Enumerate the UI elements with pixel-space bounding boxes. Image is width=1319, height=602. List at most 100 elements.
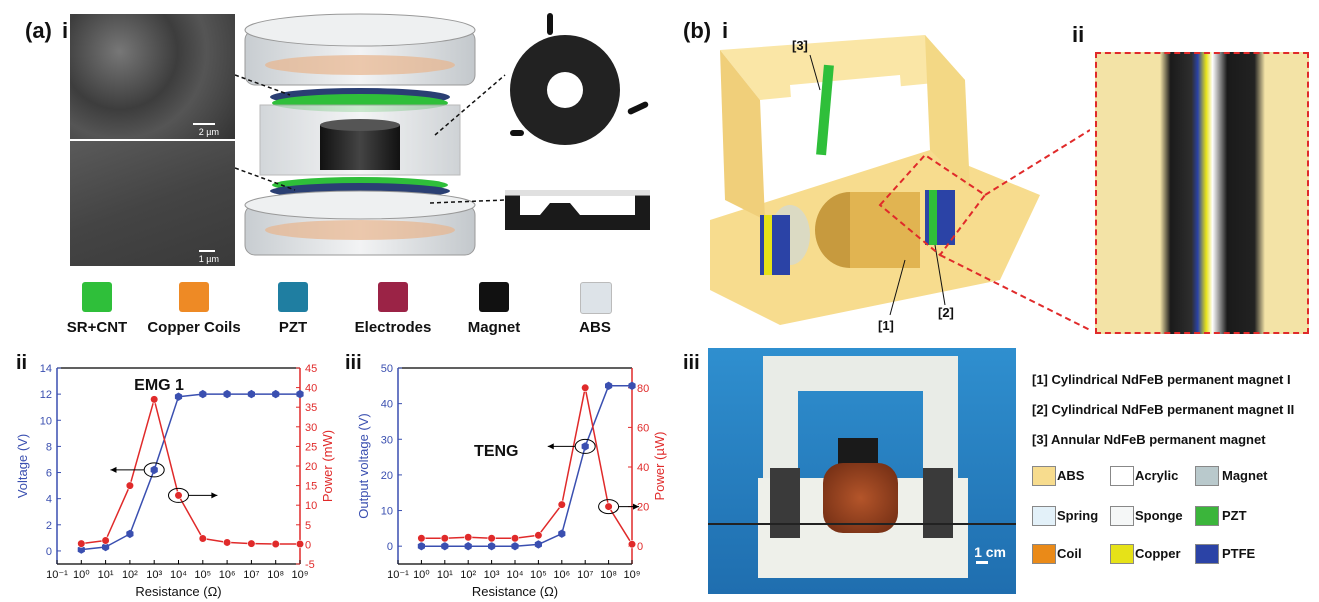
material-label-sr-cnt: SR+CNT bbox=[66, 319, 128, 336]
x-tick-label: 10⁵ bbox=[530, 569, 547, 581]
material-label-magnet: Magnet bbox=[467, 319, 521, 336]
swatch-label-magnet: Magnet bbox=[1222, 468, 1268, 483]
chart-emg1: 10⁻¹ 10⁰ 10¹ 10² 10³ 10⁴ 10⁵ 10⁶ 10⁷ 10⁸ 10⁹ 0 2 4 6 8 1… bbox=[15, 363, 335, 599]
annotation-arrowhead-left bbox=[547, 443, 554, 450]
x-tick-label: 10⁶ bbox=[219, 569, 236, 581]
y-tick-label: 6 bbox=[46, 468, 52, 480]
data-point-right bbox=[534, 531, 543, 540]
y2-tick-label: 20 bbox=[637, 502, 649, 514]
annotation-arrowhead-left bbox=[110, 466, 117, 473]
data-point-right bbox=[557, 500, 566, 509]
cube-pzt bbox=[278, 282, 308, 312]
y2-tick-label: 60 bbox=[637, 422, 649, 434]
data-point-left bbox=[488, 542, 496, 551]
data-point-left bbox=[417, 542, 425, 551]
swatch-abs bbox=[1032, 466, 1056, 486]
data-point-left bbox=[272, 389, 280, 399]
chart-teng: 10⁻¹ 10⁰ 10¹ 10² 10³ 10⁴ 10⁵ 10⁶ 10⁷ 10⁸ 10⁹ 0 10 20 3… bbox=[356, 363, 667, 599]
x-axis-label: Resistance (Ω) bbox=[135, 584, 221, 599]
chart-title: EMG 1 bbox=[134, 377, 184, 394]
exploded-device-illustration bbox=[235, 13, 650, 256]
x-tick-label: 10¹ bbox=[437, 569, 453, 581]
data-point-right bbox=[150, 395, 159, 404]
data-point-left bbox=[441, 542, 449, 551]
zoom-inset bbox=[1095, 52, 1309, 334]
data-point-left bbox=[534, 540, 542, 549]
data-point-right bbox=[223, 538, 232, 547]
swatch-spring bbox=[1032, 506, 1056, 526]
x-tick-label: 10⁸ bbox=[267, 569, 284, 581]
panel-b-sub-ii: ii bbox=[1072, 22, 1085, 47]
data-point-left bbox=[581, 442, 589, 451]
y-tick-label: 20 bbox=[381, 470, 393, 482]
y2-tick-label: 30 bbox=[305, 422, 317, 434]
panel-b-sub-i: i bbox=[722, 18, 729, 43]
x-tick-label: 10⁶ bbox=[553, 569, 570, 581]
data-point-left bbox=[605, 381, 613, 390]
x-tick-label: 10⁵ bbox=[194, 569, 211, 581]
data-point-right bbox=[440, 534, 449, 543]
series-line-right bbox=[81, 398, 300, 545]
x-tick-label: 10² bbox=[122, 569, 138, 581]
data-point-left bbox=[102, 542, 110, 552]
x-tick-label: 10⁷ bbox=[243, 569, 259, 581]
panel-a-label: (a) bbox=[25, 18, 52, 43]
y-tick-label: 0 bbox=[387, 541, 393, 553]
data-point-right bbox=[464, 533, 473, 542]
y2-tick-label: 40 bbox=[305, 383, 317, 395]
data-point-right bbox=[101, 536, 110, 545]
y2-tick-label: 0 bbox=[637, 541, 643, 553]
sem-image-top: 2 µm bbox=[70, 14, 235, 139]
y-tick-label: 10 bbox=[381, 506, 393, 518]
x-tick-label: 10⁴ bbox=[507, 569, 524, 581]
panel-a-sub-i: i bbox=[62, 18, 69, 43]
swatch-label-sponge: Sponge bbox=[1135, 508, 1183, 523]
data-point-right bbox=[627, 540, 637, 549]
material-label-abs: ABS bbox=[579, 319, 611, 336]
y2-axis-label: Power (µW) bbox=[652, 432, 667, 501]
material-label-copper-coils: Copper Coils bbox=[147, 319, 241, 336]
data-point-left bbox=[150, 465, 158, 475]
data-point-right bbox=[77, 539, 86, 548]
swatch-label-coil: Coil bbox=[1057, 546, 1082, 561]
x-tick-label: 10³ bbox=[146, 569, 162, 581]
y2-tick-label: 10 bbox=[305, 500, 317, 512]
y-tick-label: 12 bbox=[40, 389, 52, 401]
panel-b-label: (b) bbox=[683, 18, 712, 43]
callout-2: [2] bbox=[938, 305, 954, 320]
annotation-arrowhead-right bbox=[633, 503, 640, 510]
y2-tick-label: 45 bbox=[305, 363, 317, 375]
y2-tick-label: 25 bbox=[305, 441, 317, 453]
data-point-right bbox=[487, 534, 496, 543]
data-point-left bbox=[628, 381, 636, 390]
y2-axis-label: Power (mW) bbox=[320, 430, 335, 502]
x-tick-label: 10⁻¹ bbox=[387, 569, 409, 581]
data-point-right bbox=[510, 534, 520, 543]
swatch-coil bbox=[1032, 544, 1056, 564]
y-tick-label: 30 bbox=[381, 434, 393, 446]
cube-sr-cnt bbox=[82, 282, 112, 312]
data-point-left bbox=[223, 389, 231, 399]
annotation-arrowhead-right bbox=[211, 492, 218, 499]
swatch-label-pzt: PZT bbox=[1222, 508, 1247, 523]
x-tick-label: 10³ bbox=[484, 569, 500, 581]
data-point-right bbox=[295, 539, 305, 549]
y-axis-label: Voltage (V) bbox=[15, 434, 30, 498]
callout-1: [1] bbox=[878, 318, 894, 333]
cube-electrodes bbox=[378, 282, 408, 312]
y-tick-label: 50 bbox=[381, 363, 393, 375]
swatch-label-acrylic: Acrylic bbox=[1135, 468, 1179, 483]
data-point-right bbox=[604, 502, 613, 511]
y-axis-label: Output voltage (V) bbox=[356, 413, 371, 519]
swatch-copper bbox=[1110, 544, 1134, 564]
y2-tick-label: -5 bbox=[305, 559, 315, 571]
data-point-right bbox=[581, 383, 590, 392]
y-tick-label: 0 bbox=[46, 546, 52, 558]
y-tick-label: 10 bbox=[40, 415, 52, 427]
series-line-left bbox=[421, 385, 632, 547]
data-point-left bbox=[126, 529, 134, 539]
swatch-magnet bbox=[1195, 466, 1219, 486]
x-tick-label: 10⁷ bbox=[577, 569, 593, 581]
cube-magnet bbox=[479, 282, 509, 312]
data-point-right bbox=[417, 534, 426, 543]
